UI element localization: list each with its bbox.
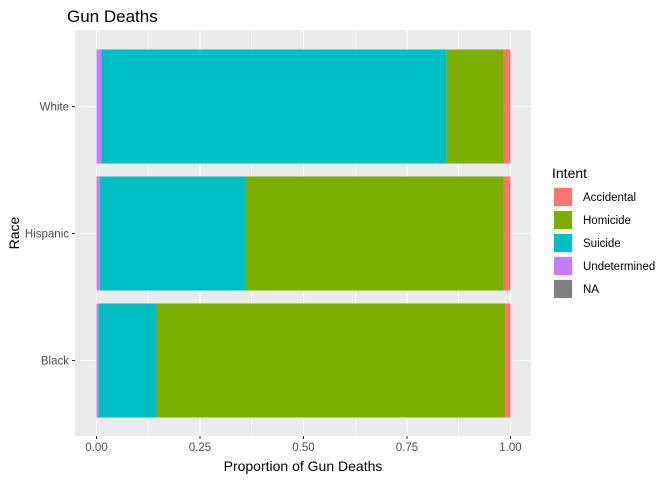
- bar-suicide-hispanic: [99, 176, 246, 291]
- bar-accidental-black: [505, 303, 511, 418]
- y-tick-label: Hispanic: [25, 229, 69, 241]
- legend-swatch-suicide: [554, 234, 572, 252]
- bar-accidental-hispanic: [503, 176, 511, 291]
- x-tick-label: 0.50: [292, 442, 314, 454]
- x-axis-title: Proportion of Gun Deaths: [224, 458, 383, 474]
- legend-swatch-na: [554, 280, 572, 298]
- legend: Intent Accidental Homicide Suicide Undeterm…: [552, 165, 655, 299]
- legend-title: Intent: [552, 165, 587, 181]
- y-tick-label: White: [40, 102, 69, 114]
- x-tick-label: 0.25: [189, 442, 211, 454]
- bar-undetermined-black: [96, 303, 99, 418]
- y-axis-title: Race: [6, 216, 22, 249]
- x-tick-label: 0.00: [85, 442, 107, 454]
- legend-swatch-undetermined: [554, 257, 572, 275]
- bar-accidental-white: [503, 49, 511, 164]
- legend-swatch-accidental: [554, 188, 572, 206]
- bar-homicide-white: [446, 49, 504, 164]
- legend-label: Accidental: [583, 192, 636, 204]
- bar-undetermined-hispanic: [96, 176, 100, 291]
- bars: [96, 49, 511, 418]
- legend-label: Undetermined: [583, 261, 655, 273]
- x-tick-label: 0.75: [396, 442, 418, 454]
- bar-undetermined-white: [96, 49, 102, 164]
- x-axis-ticks: 0.00 0.25 0.50 0.75 1.00: [85, 436, 522, 454]
- bar-suicide-black: [98, 303, 157, 418]
- y-axis-ticks: White Hispanic Black: [25, 102, 75, 368]
- legend-label: Suicide: [583, 238, 621, 250]
- bar-suicide-white: [101, 49, 447, 164]
- legend-swatch-homicide: [554, 211, 572, 229]
- bar-homicide-hispanic: [245, 176, 504, 291]
- legend-label: Homicide: [583, 215, 631, 227]
- y-tick-label: Black: [41, 356, 69, 368]
- legend-label: NA: [583, 284, 599, 296]
- chart-title: Gun Deaths: [67, 7, 158, 26]
- x-tick-label: 1.00: [499, 442, 521, 454]
- bar-homicide-black: [156, 303, 506, 418]
